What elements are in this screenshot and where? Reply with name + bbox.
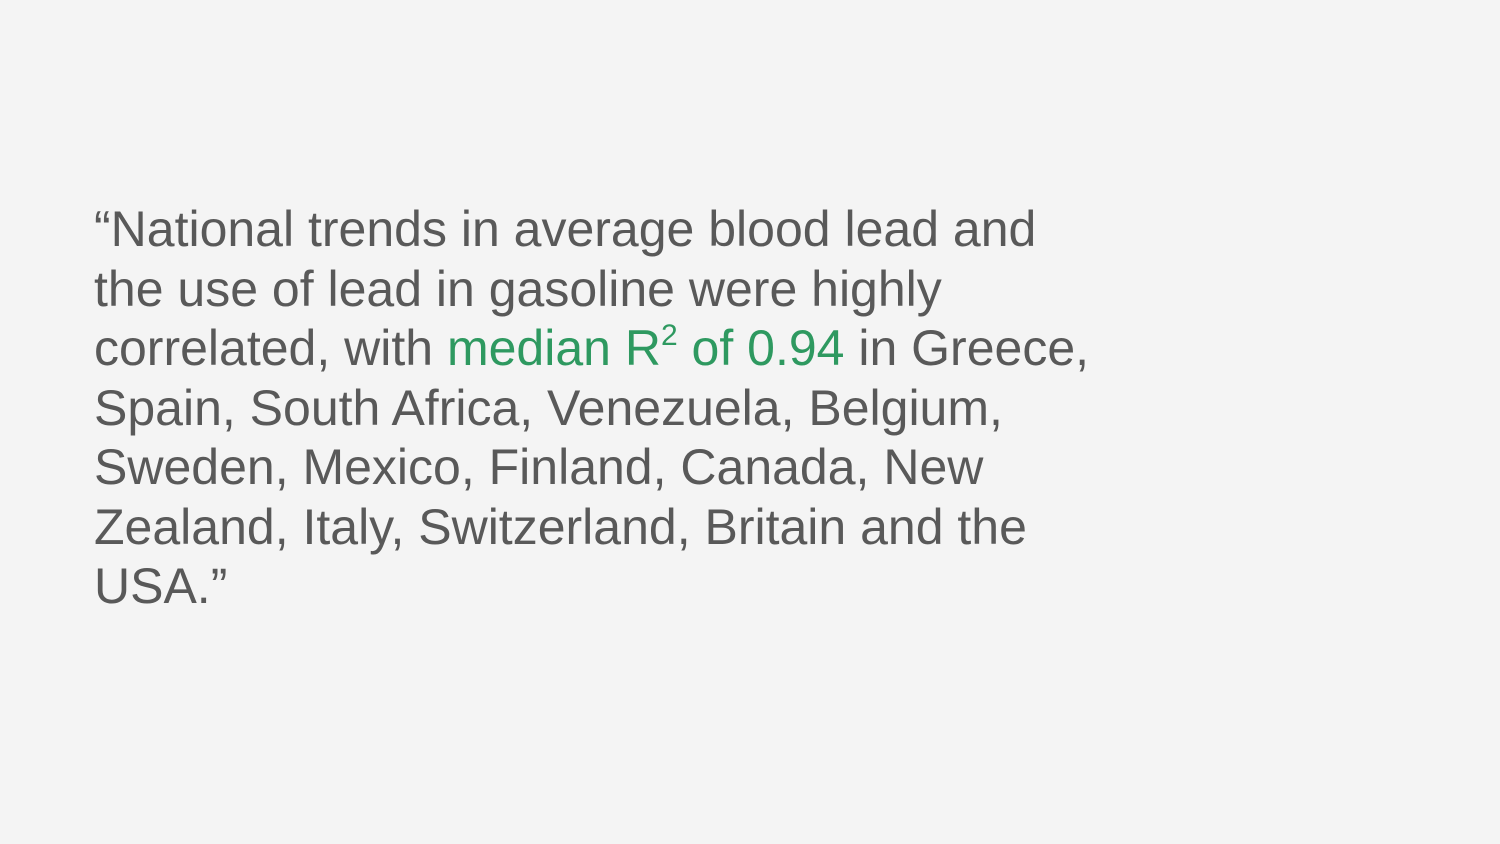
highlight-main: median R [446, 320, 661, 376]
superscript-exponent: 2 [660, 319, 678, 352]
highlight-statistic: median R2 of 0.94 [447, 320, 845, 376]
highlight-suffix: of 0.94 [691, 320, 845, 376]
quote-line: USA.” [94, 558, 228, 614]
quote-line-prefix: correlated, with [94, 320, 434, 376]
quote-line: Sweden, Mexico, Finland, Canada, New [94, 439, 984, 495]
quote-line-rest: in Greece, [858, 320, 1090, 376]
quote-text: “National trends in average blood lead a… [94, 200, 1154, 617]
quote-line: Zealand, Italy, Switzerland, Britain and… [94, 498, 1027, 555]
quote-line: the use of lead in gasoline were highly [94, 260, 942, 317]
quote-line-highlighted: correlated, with median R2 of 0.94 in Gr… [94, 319, 1154, 379]
quote-line: “National trends in average blood lead a… [94, 201, 1037, 257]
quote-line: Spain, South Africa, Venezuela, Belgium, [94, 379, 1003, 436]
